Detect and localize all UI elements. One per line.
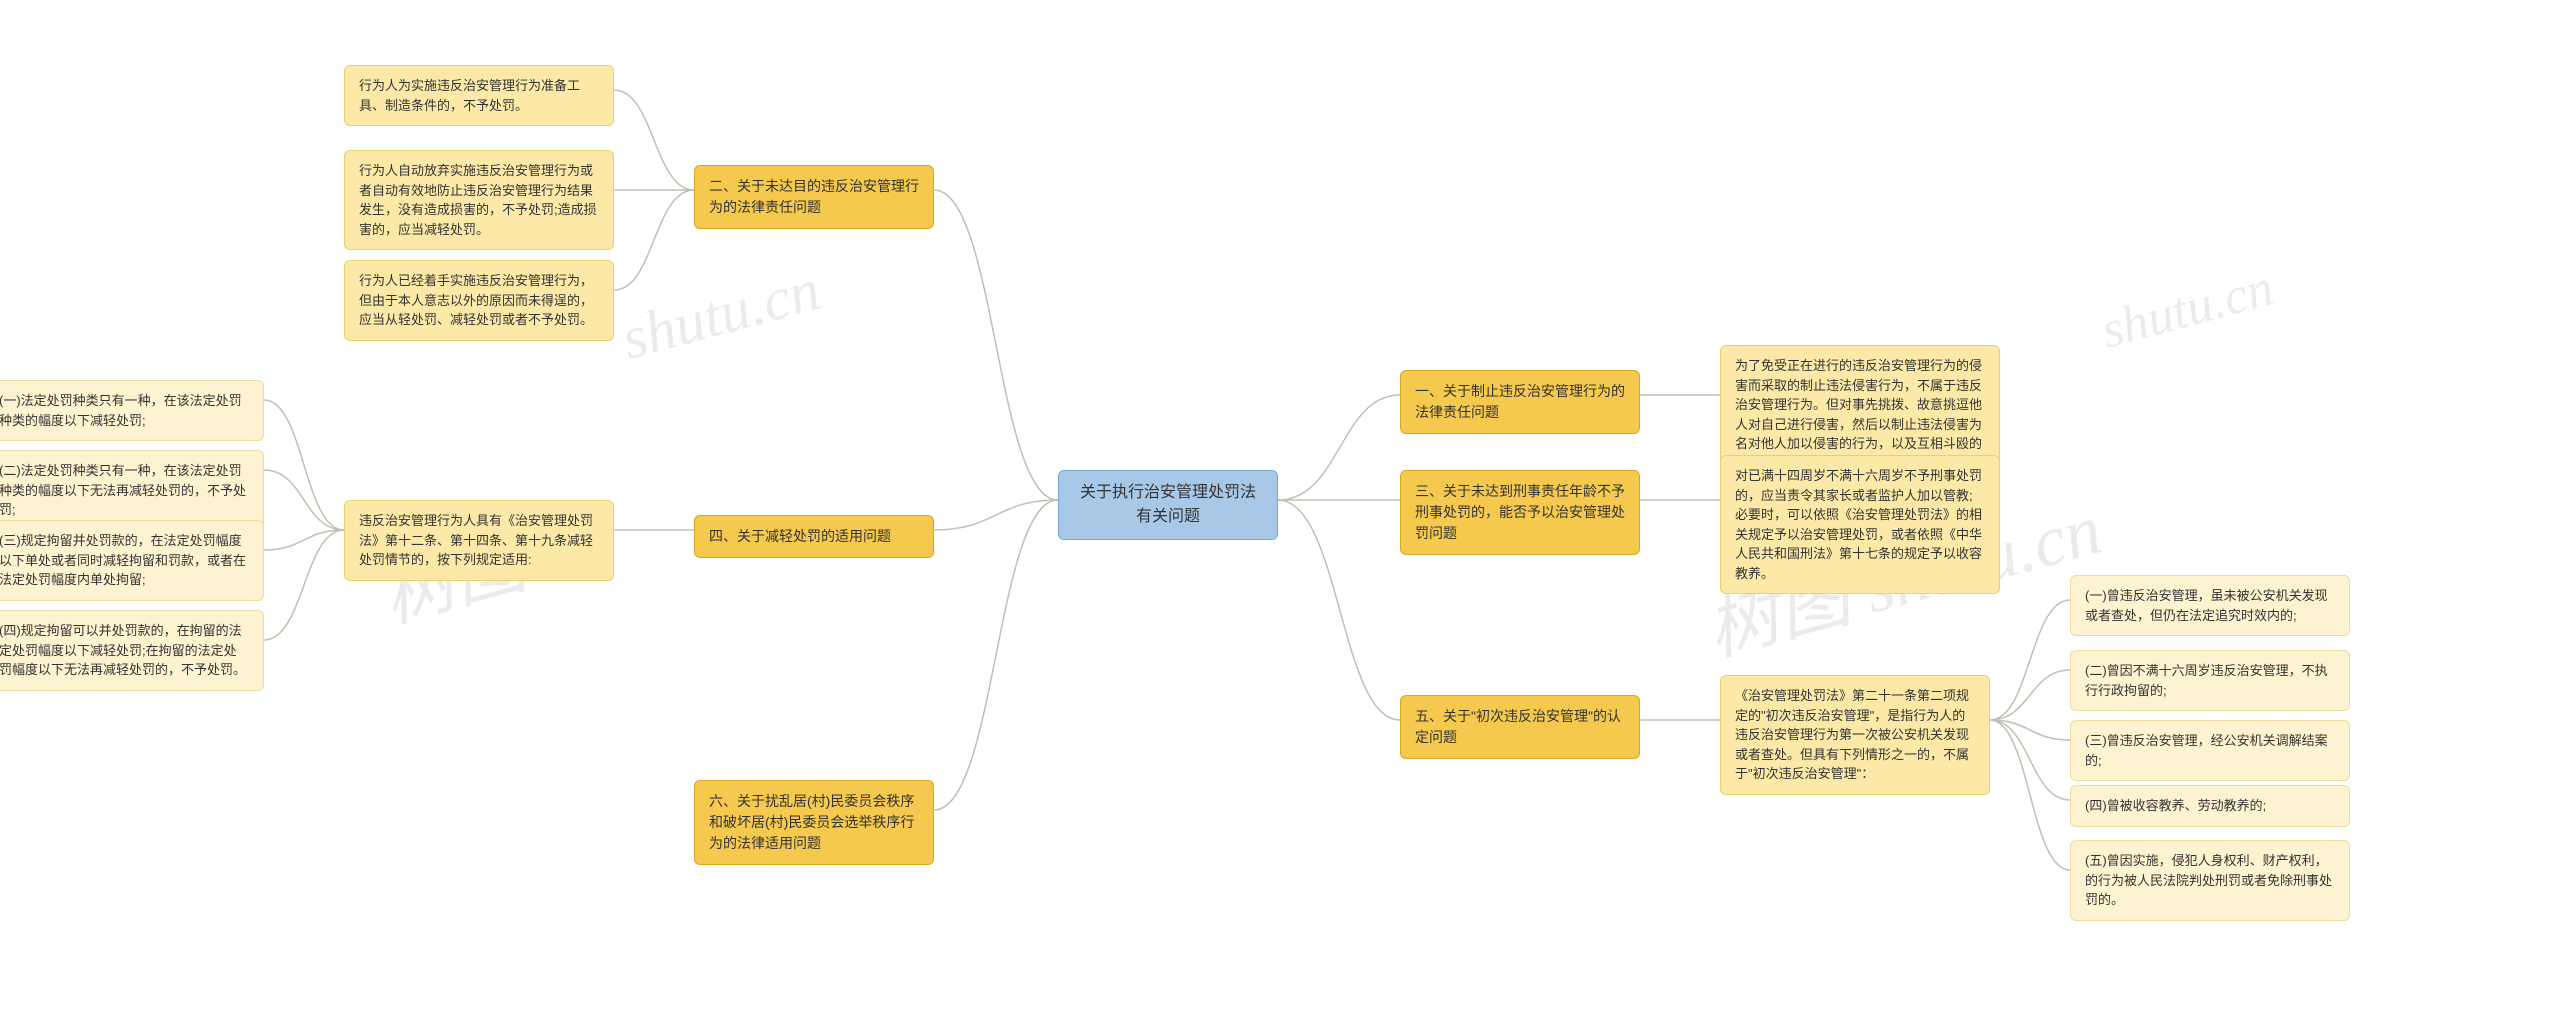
branch-2-leaf-a: 行为人为实施违反治安管理行为准备工具、制造条件的，不予处罚。 <box>344 65 614 126</box>
watermark-right2: shutu.cn <box>2095 258 2279 360</box>
branch-2-leaf-b: 行为人自动放弃实施违反治安管理行为或者自动有效地防止违反治安管理行为结果发生，没… <box>344 150 614 250</box>
branch-4-leaf-b: (二)法定处罚种类只有一种，在该法定处罚种类的幅度以下无法再减轻处罚的，不予处罚… <box>0 450 264 531</box>
branch-4: 四、关于减轻处罚的适用问题 <box>694 515 934 558</box>
branch-4-lvl2: 违反治安管理行为人具有《治安管理处罚法》第十二条、第十四条、第十九条减轻处罚情节… <box>344 500 614 581</box>
branch-2-leaf-c: 行为人已经着手实施违反治安管理行为，但由于本人意志以外的原因而未得逞的，应当从轻… <box>344 260 614 341</box>
branch-5-lvl2: 《治安管理处罚法》第二十一条第二项规定的"初次违反治安管理"，是指行为人的违反治… <box>1720 675 1990 795</box>
branch-1: 一、关于制止违反治安管理行为的法律责任问题 <box>1400 370 1640 434</box>
branch-3: 三、关于未达到刑事责任年龄不予刑事处罚的，能否予以治安管理处罚问题 <box>1400 470 1640 555</box>
branch-5-leaf-c: (三)曾违反治安管理，经公安机关调解结案的; <box>2070 720 2350 781</box>
branch-4-leaf-a: (一)法定处罚种类只有一种，在该法定处罚种类的幅度以下减轻处罚; <box>0 380 264 441</box>
watermark-left2: shutu.cn <box>615 255 828 374</box>
branch-5-leaf-a: (一)曾违反治安管理，虽未被公安机关发现或者查处，但仍在法定追究时效内的; <box>2070 575 2350 636</box>
branch-5-leaf-b: (二)曾因不满十六周岁违反治安管理，不执行行政拘留的; <box>2070 650 2350 711</box>
branch-4-leaf-c: (三)规定拘留并处罚款的，在法定处罚幅度以下单处或者同时减轻拘留和罚款，或者在法… <box>0 520 264 601</box>
branch-5-leaf-d: (四)曾被收容教养、劳动教养的; <box>2070 785 2350 827</box>
branch-5-leaf-e: (五)曾因实施，侵犯人身权利、财产权利，的行为被人民法院判处刑罚或者免除刑事处罚… <box>2070 840 2350 921</box>
branch-4-leaf-d: (四)规定拘留可以并处罚款的，在拘留的法定处罚幅度以下减轻处罚;在拘留的法定处罚… <box>0 610 264 691</box>
branch-6: 六、关于扰乱居(村)民委员会秩序和破坏居(村)民委员会选举秩序行为的法律适用问题 <box>694 780 934 865</box>
branch-2: 二、关于未达目的违反治安管理行为的法律责任问题 <box>694 165 934 229</box>
root-node: 关于执行治安管理处罚法有关问题 <box>1058 470 1278 540</box>
branch-5: 五、关于"初次违反治安管理"的认定问题 <box>1400 695 1640 759</box>
branch-3-leaf: 对已满十四周岁不满十六周岁不予刑事处罚的，应当责令其家长或者监护人加以管教;必要… <box>1720 455 2000 594</box>
